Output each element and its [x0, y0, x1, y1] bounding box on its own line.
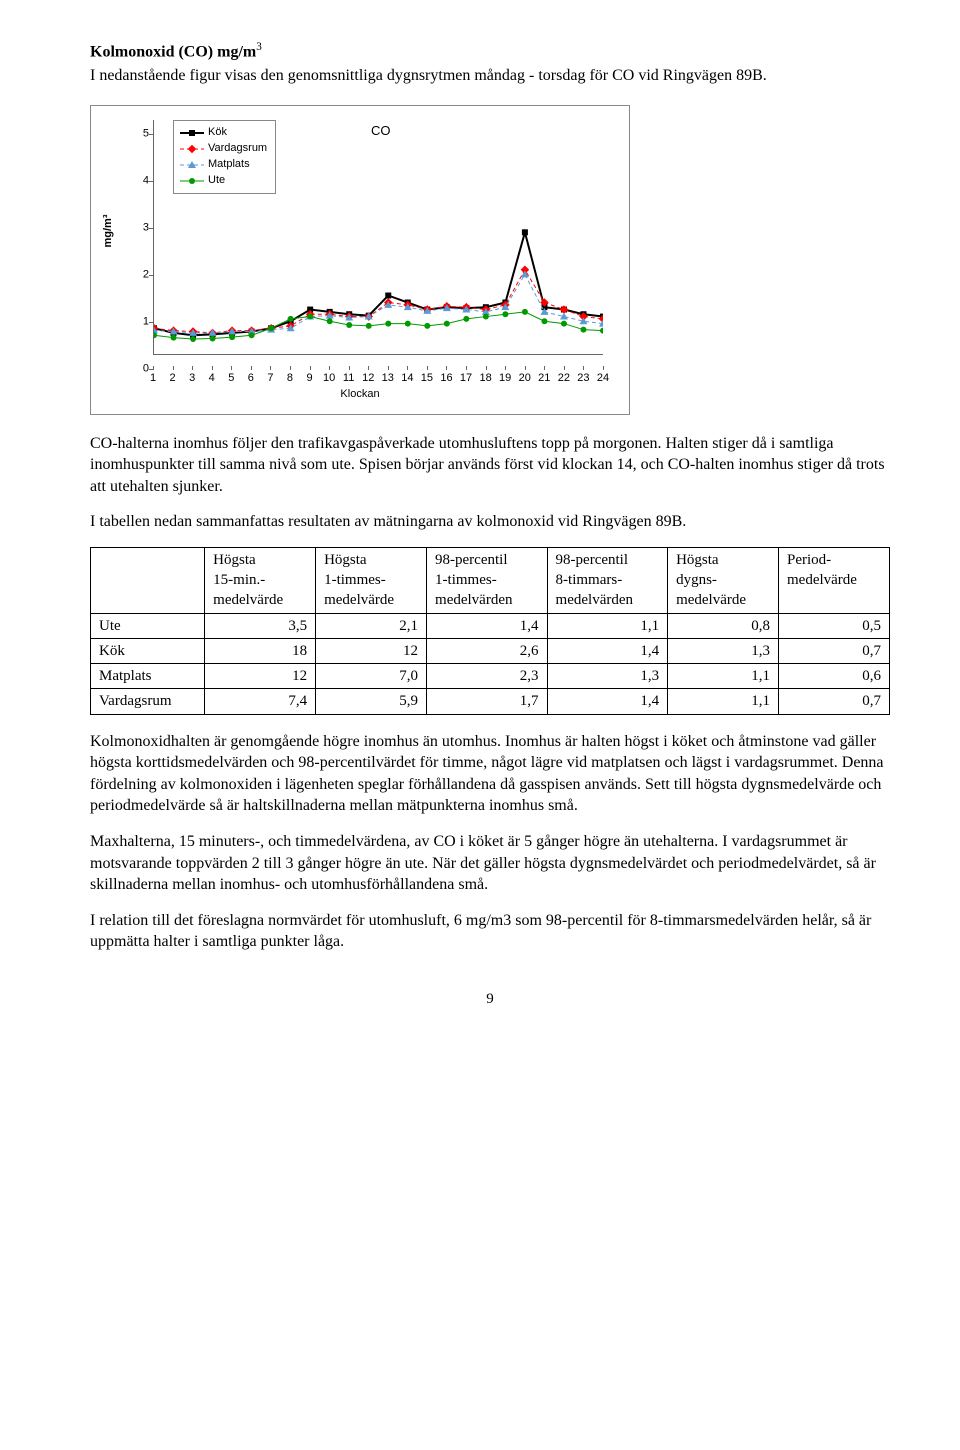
x-tick-label: 16: [440, 371, 452, 386]
results-table: Högsta15-min.-medelvärdeHögsta1-timmes-m…: [90, 547, 890, 715]
paragraph-5: Maxhalterna, 15 minuters-, och timmedelv…: [90, 831, 890, 896]
table-row-label: Matplats: [91, 664, 205, 689]
table-row: Ute3,52,11,41,10,80,5: [91, 613, 890, 638]
x-tick-label: 14: [401, 371, 413, 386]
x-tick-label: 10: [323, 371, 335, 386]
x-tick-label: 17: [460, 371, 472, 386]
legend-item: Kök: [180, 125, 267, 141]
table-cell: 1,1: [668, 689, 779, 714]
table-header: Högstadygns-medelvärde: [668, 547, 779, 613]
x-tick-label: 7: [267, 371, 273, 386]
table-cell: 1,1: [668, 664, 779, 689]
x-tick-label: 4: [209, 371, 215, 386]
legend-item: Ute: [180, 173, 267, 189]
table-cell: 0,7: [779, 689, 890, 714]
x-tick-label: 12: [362, 371, 374, 386]
intro-paragraph: I nedanstående figur visas den genomsnit…: [90, 65, 890, 87]
table-row-label: Ute: [91, 613, 205, 638]
page-number: 9: [90, 989, 890, 1009]
table-row: Vardagsrum7,45,91,71,41,10,7: [91, 689, 890, 714]
table-cell: 0,7: [779, 638, 890, 663]
table-cell: 1,4: [547, 638, 668, 663]
table-header: Högsta15-min.-medelvärde: [205, 547, 316, 613]
doc-title: Kolmonoxid (CO) mg/m3: [90, 40, 890, 63]
table-cell: 1,7: [427, 689, 548, 714]
table-cell: 0,8: [668, 613, 779, 638]
table-cell: 0,5: [779, 613, 890, 638]
x-tick-label: 24: [597, 371, 609, 386]
table-cell: 1,4: [547, 689, 668, 714]
x-tick-label: 20: [519, 371, 531, 386]
table-cell: 0,6: [779, 664, 890, 689]
legend-item: Matplats: [180, 157, 267, 173]
table-cell: 7,4: [205, 689, 316, 714]
table-header: 98-percentil8-timmars-medelvärden: [547, 547, 668, 613]
co-line-chart: CO mg/m³ 012345 123456789101112131415161…: [90, 105, 630, 415]
paragraph-4: Kolmonoxidhalten är genomgående högre in…: [90, 731, 890, 817]
x-tick-label: 18: [479, 371, 491, 386]
table-header: Högsta1-timmes-medelvärde: [316, 547, 427, 613]
table-row-label: Vardagsrum: [91, 689, 205, 714]
table-cell: 1,1: [547, 613, 668, 638]
table-row: Matplats127,02,31,31,10,6: [91, 664, 890, 689]
paragraph-3: I tabellen nedan sammanfattas resultaten…: [90, 511, 890, 533]
x-tick-label: 22: [558, 371, 570, 386]
table-header: 98-percentil1-timmes-medelvärden: [427, 547, 548, 613]
chart-legend: KökVardagsrumMatplatsUte: [173, 120, 276, 194]
x-tick-label: 5: [228, 371, 234, 386]
table-cell: 7,0: [316, 664, 427, 689]
table-cell: 2,3: [427, 664, 548, 689]
x-tick-label: 19: [499, 371, 511, 386]
table-row: Kök18122,61,41,30,7: [91, 638, 890, 663]
table-cell: 2,6: [427, 638, 548, 663]
table-cell: 18: [205, 638, 316, 663]
table-cell: 12: [316, 638, 427, 663]
paragraph-6: I relation till det föreslagna normvärde…: [90, 910, 890, 953]
x-tick-label: 8: [287, 371, 293, 386]
table-cell: 1,4: [427, 613, 548, 638]
paragraph-2: CO-halterna inomhus följer den trafikavg…: [90, 433, 890, 498]
table-header: [91, 547, 205, 613]
table-row-label: Kök: [91, 638, 205, 663]
x-tick-label: 9: [306, 371, 312, 386]
legend-item: Vardagsrum: [180, 141, 267, 157]
x-tick-label: 11: [343, 371, 354, 386]
x-tick-label: 2: [170, 371, 176, 386]
table-cell: 2,1: [316, 613, 427, 638]
table-cell: 5,9: [316, 689, 427, 714]
x-tick-label: 13: [382, 371, 394, 386]
table-cell: 12: [205, 664, 316, 689]
table-cell: 1,3: [668, 638, 779, 663]
table-cell: 1,3: [547, 664, 668, 689]
table-cell: 3,5: [205, 613, 316, 638]
x-tick-label: 6: [248, 371, 254, 386]
x-tick-label: 1: [150, 371, 156, 386]
table-header: Period-medelvärde: [779, 547, 890, 613]
x-tick-label: 21: [538, 371, 550, 386]
x-tick-label: 3: [189, 371, 195, 386]
x-tick-label: 23: [577, 371, 589, 386]
x-axis-label: Klockan: [91, 387, 629, 402]
x-tick-label: 15: [421, 371, 433, 386]
